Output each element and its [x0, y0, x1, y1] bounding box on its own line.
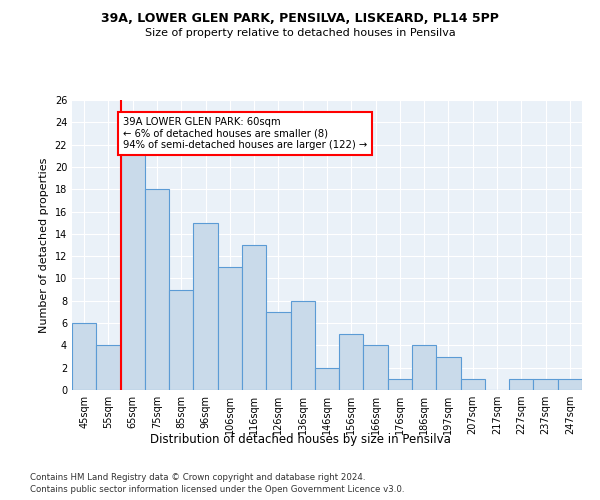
Text: 39A, LOWER GLEN PARK, PENSILVA, LISKEARD, PL14 5PP: 39A, LOWER GLEN PARK, PENSILVA, LISKEARD… — [101, 12, 499, 26]
Bar — [169, 290, 193, 390]
Bar — [242, 245, 266, 390]
Bar — [121, 144, 145, 390]
Bar — [266, 312, 290, 390]
Bar — [290, 301, 315, 390]
Bar — [315, 368, 339, 390]
Bar — [533, 379, 558, 390]
Text: Contains public sector information licensed under the Open Government Licence v3: Contains public sector information licen… — [30, 485, 404, 494]
Bar — [72, 323, 96, 390]
Bar — [339, 334, 364, 390]
Bar — [218, 268, 242, 390]
Bar — [364, 346, 388, 390]
Y-axis label: Number of detached properties: Number of detached properties — [39, 158, 49, 332]
Bar — [96, 346, 121, 390]
Text: Distribution of detached houses by size in Pensilva: Distribution of detached houses by size … — [149, 432, 451, 446]
Bar — [145, 189, 169, 390]
Text: Contains HM Land Registry data © Crown copyright and database right 2024.: Contains HM Land Registry data © Crown c… — [30, 472, 365, 482]
Bar — [412, 346, 436, 390]
Bar — [193, 222, 218, 390]
Bar — [461, 379, 485, 390]
Text: Size of property relative to detached houses in Pensilva: Size of property relative to detached ho… — [145, 28, 455, 38]
Bar — [436, 356, 461, 390]
Bar — [388, 379, 412, 390]
Text: 39A LOWER GLEN PARK: 60sqm
← 6% of detached houses are smaller (8)
94% of semi-d: 39A LOWER GLEN PARK: 60sqm ← 6% of detac… — [123, 116, 367, 150]
Bar — [558, 379, 582, 390]
Bar — [509, 379, 533, 390]
